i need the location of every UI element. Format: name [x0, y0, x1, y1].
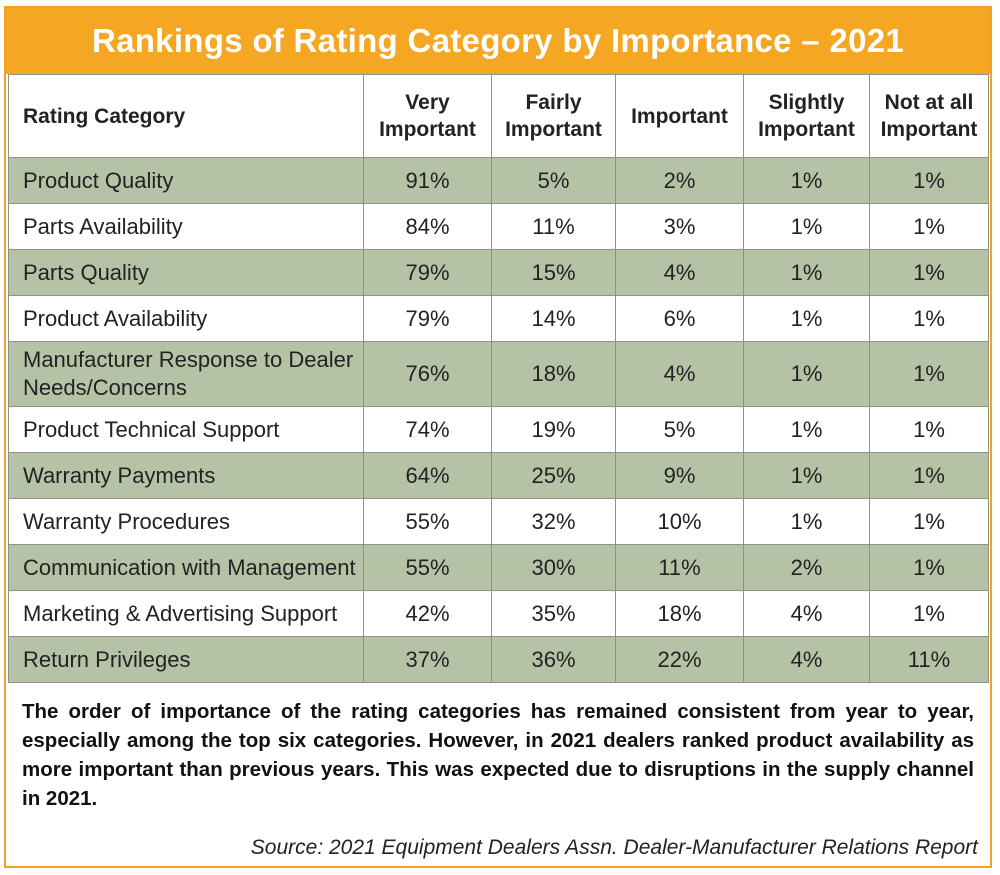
- value-cell: 1%: [869, 498, 989, 545]
- table-row: Return Privileges 37% 36% 22% 4% 11%: [8, 636, 989, 683]
- value-cell: 11%: [615, 544, 744, 591]
- value-cell: 30%: [491, 544, 616, 591]
- value-cell: 3%: [615, 203, 744, 250]
- table-row: Manufacturer Response to Dealer Needs/Co…: [8, 341, 989, 407]
- value-cell: 64%: [363, 452, 492, 499]
- value-cell: 1%: [743, 157, 870, 204]
- table-row: Product Technical Support 74% 19% 5% 1% 1%: [8, 406, 989, 453]
- category-cell: Communication with Management: [8, 544, 364, 591]
- table-frame: Rankings of Rating Category by Importanc…: [4, 6, 992, 868]
- value-cell: 25%: [491, 452, 616, 499]
- value-cell: 1%: [869, 544, 989, 591]
- value-cell: 6%: [615, 295, 744, 342]
- category-cell: Warranty Procedures: [8, 498, 364, 545]
- value-cell: 36%: [491, 636, 616, 683]
- column-header: Very Important: [363, 74, 492, 158]
- chart-title: Rankings of Rating Category by Importanc…: [6, 8, 990, 74]
- table-row: Product Quality 91% 5% 2% 1% 1%: [8, 157, 989, 204]
- value-cell: 1%: [869, 406, 989, 453]
- value-cell: 76%: [363, 341, 492, 407]
- value-cell: 11%: [869, 636, 989, 683]
- value-cell: 5%: [491, 157, 616, 204]
- column-header: Rating Category: [8, 74, 364, 158]
- value-cell: 4%: [615, 341, 744, 407]
- category-cell: Product Quality: [8, 157, 364, 204]
- value-cell: 1%: [869, 203, 989, 250]
- value-cell: 1%: [743, 295, 870, 342]
- column-header: Fairly Important: [491, 74, 616, 158]
- category-cell: Parts Quality: [8, 249, 364, 296]
- value-cell: 10%: [615, 498, 744, 545]
- value-cell: 1%: [869, 249, 989, 296]
- table-row: Parts Quality 79% 15% 4% 1% 1%: [8, 249, 989, 296]
- category-cell: Product Technical Support: [8, 406, 364, 453]
- value-cell: 5%: [615, 406, 744, 453]
- value-cell: 1%: [869, 295, 989, 342]
- category-cell: Product Availability: [8, 295, 364, 342]
- column-header: Important: [615, 74, 744, 158]
- value-cell: 37%: [363, 636, 492, 683]
- value-cell: 1%: [743, 452, 870, 499]
- value-cell: 1%: [743, 341, 870, 407]
- value-cell: 91%: [363, 157, 492, 204]
- value-cell: 1%: [743, 249, 870, 296]
- value-cell: 14%: [491, 295, 616, 342]
- value-cell: 9%: [615, 452, 744, 499]
- value-cell: 1%: [743, 406, 870, 453]
- table-row: Communication with Management 55% 30% 11% 2%…: [8, 544, 989, 591]
- category-cell: Warranty Payments: [8, 452, 364, 499]
- table-body: Product Quality 91% 5% 2% 1% 1% Parts Availabi…: [8, 157, 989, 683]
- value-cell: 1%: [869, 341, 989, 407]
- value-cell: 4%: [615, 249, 744, 296]
- value-cell: 11%: [491, 203, 616, 250]
- value-cell: 79%: [363, 295, 492, 342]
- value-cell: 19%: [491, 406, 616, 453]
- value-cell: 2%: [615, 157, 744, 204]
- value-cell: 2%: [743, 544, 870, 591]
- category-cell: Return Privileges: [8, 636, 364, 683]
- value-cell: 4%: [743, 636, 870, 683]
- value-cell: 84%: [363, 203, 492, 250]
- category-cell: Manufacturer Response to Dealer Needs/Co…: [8, 341, 364, 407]
- table-row: Marketing & Advertising Support 42% 35% 18%…: [8, 590, 989, 637]
- table-row: Product Availability 79% 14% 6% 1% 1%: [8, 295, 989, 342]
- value-cell: 1%: [869, 590, 989, 637]
- column-header: Not at all Important: [869, 74, 989, 158]
- value-cell: 1%: [743, 498, 870, 545]
- table-row: Parts Availability 84% 11% 3% 1% 1%: [8, 203, 989, 250]
- rankings-table: Rating Category Very Important Fairly Impo…: [8, 74, 989, 683]
- value-cell: 18%: [615, 590, 744, 637]
- source-text: Source: 2021 Equipment Dealers Assn. Dea…: [250, 836, 978, 859]
- value-cell: 35%: [491, 590, 616, 637]
- header-row: Rating Category Very Important Fairly Impo…: [8, 74, 989, 158]
- value-cell: 55%: [363, 544, 492, 591]
- value-cell: 1%: [743, 203, 870, 250]
- value-cell: 32%: [491, 498, 616, 545]
- value-cell: 55%: [363, 498, 492, 545]
- value-cell: 15%: [491, 249, 616, 296]
- value-cell: 4%: [743, 590, 870, 637]
- value-cell: 1%: [869, 452, 989, 499]
- table-row: Warranty Payments 64% 25% 9% 1% 1%: [8, 452, 989, 499]
- column-header: Slightly Important: [743, 74, 870, 158]
- value-cell: 18%: [491, 341, 616, 407]
- table-row: Warranty Procedures 55% 32% 10% 1% 1%: [8, 498, 989, 545]
- category-cell: Parts Availability: [8, 203, 364, 250]
- category-cell: Marketing & Advertising Support: [8, 590, 364, 637]
- value-cell: 1%: [869, 157, 989, 204]
- value-cell: 42%: [363, 590, 492, 637]
- value-cell: 74%: [363, 406, 492, 453]
- value-cell: 79%: [363, 249, 492, 296]
- note-text: The order of importance of the rating ca…: [22, 700, 974, 810]
- value-cell: 22%: [615, 636, 744, 683]
